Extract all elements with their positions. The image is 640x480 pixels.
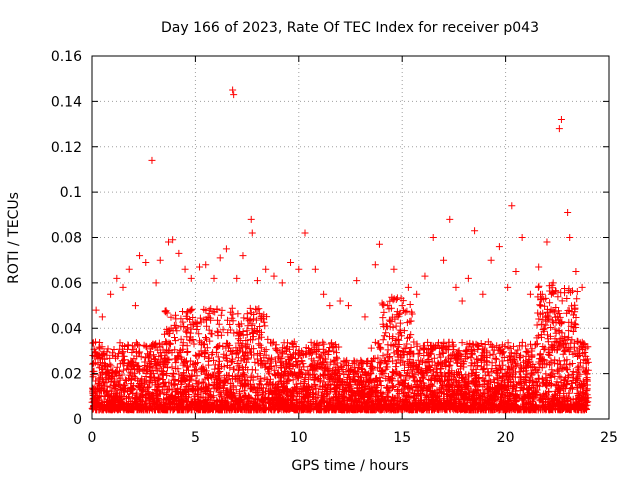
data-point xyxy=(361,313,369,321)
data-point xyxy=(549,279,557,287)
data-point xyxy=(248,229,256,237)
data-point xyxy=(125,265,133,273)
data-point xyxy=(464,274,472,282)
data-point xyxy=(495,243,503,251)
y-tick-label: 0.08 xyxy=(51,231,82,247)
data-point xyxy=(557,116,565,124)
data-point xyxy=(216,254,224,262)
data-point xyxy=(196,263,204,271)
data-point xyxy=(142,258,150,266)
data-point xyxy=(230,91,238,99)
data-point xyxy=(320,290,328,298)
x-tick-label: 5 xyxy=(191,430,200,446)
data-point xyxy=(295,265,303,273)
y-tick-label: 0.04 xyxy=(51,321,82,337)
data-point xyxy=(404,283,412,291)
x-tick-label: 0 xyxy=(88,430,97,446)
data-point xyxy=(384,302,392,310)
data-point xyxy=(169,236,177,244)
axis-ticks: 0 5 10 15 20 25 0 0.02 0.04 0.06 0.08 0.1 0.12 0.14 0.… xyxy=(51,49,618,446)
x-tick-label: 25 xyxy=(600,430,618,446)
data-point xyxy=(229,86,237,94)
grid xyxy=(92,56,609,419)
x-tick-label: 10 xyxy=(290,430,308,446)
y-tick-label: 0.16 xyxy=(51,49,82,65)
data-point xyxy=(152,279,160,287)
data-point xyxy=(239,252,247,260)
y-axis-label: ROTI / TECUs xyxy=(6,192,22,284)
data-point xyxy=(131,302,139,310)
data-point xyxy=(518,234,526,241)
data-point xyxy=(421,272,429,280)
data-point xyxy=(181,265,189,273)
data-point xyxy=(353,277,361,285)
data-point xyxy=(113,274,121,282)
data-point xyxy=(253,277,261,285)
y-tick-label: 0.02 xyxy=(51,367,82,383)
data-point xyxy=(136,252,144,260)
data-point xyxy=(247,215,255,223)
data-point xyxy=(92,306,100,314)
data-point xyxy=(311,265,319,273)
data-point xyxy=(270,272,278,280)
y-tick-label: 0.14 xyxy=(51,94,82,110)
data-point xyxy=(452,283,460,291)
y-tick-label: 0 xyxy=(73,412,82,428)
data-point xyxy=(175,249,183,257)
data-point xyxy=(564,209,572,217)
data-point xyxy=(278,279,286,287)
data-point xyxy=(390,265,398,273)
data-point xyxy=(210,274,218,282)
y-tick-label: 0.12 xyxy=(51,140,82,156)
data-point xyxy=(429,234,437,241)
data-point xyxy=(326,302,334,310)
chart-title: Day 166 of 2023, Rate Of TEC Index for r… xyxy=(161,20,539,36)
data-point xyxy=(535,263,543,271)
data-point xyxy=(187,274,195,282)
data-point-cloud xyxy=(88,281,592,414)
data-point xyxy=(202,261,210,269)
data-point xyxy=(156,256,164,264)
data-point xyxy=(287,258,295,266)
data-point xyxy=(398,302,406,310)
data-point xyxy=(119,283,127,291)
data-point xyxy=(566,234,574,241)
data-point xyxy=(555,125,563,133)
data-point xyxy=(98,313,106,321)
data-point xyxy=(371,261,379,269)
data-point xyxy=(504,283,512,291)
y-tick-label: 0.06 xyxy=(51,276,82,292)
data-point xyxy=(572,268,580,276)
x-tick-label: 20 xyxy=(497,430,515,446)
data-point xyxy=(222,245,230,253)
data-point xyxy=(471,227,479,235)
data-point xyxy=(446,215,454,223)
data-point xyxy=(440,256,448,264)
data-point xyxy=(165,238,173,246)
data-point xyxy=(512,268,520,276)
y-tick-label: 0.1 xyxy=(60,185,82,201)
data-point xyxy=(233,274,241,282)
data-point xyxy=(336,297,344,305)
data-point xyxy=(578,283,586,291)
data-point xyxy=(148,156,156,164)
data-point xyxy=(413,290,421,298)
data-point xyxy=(375,240,383,248)
data-point xyxy=(526,290,534,298)
data-point xyxy=(508,202,516,210)
data-point xyxy=(262,265,270,273)
x-tick-label: 15 xyxy=(393,430,411,446)
data-point xyxy=(543,238,551,246)
data-point xyxy=(301,229,309,237)
data-point xyxy=(344,302,352,310)
data-point xyxy=(107,290,115,298)
data-points xyxy=(92,86,586,321)
data-point xyxy=(458,297,466,305)
data-point xyxy=(479,290,487,298)
x-axis-label: GPS time / hours xyxy=(291,458,408,474)
data-point xyxy=(487,256,495,264)
dense-point-cloud xyxy=(88,281,592,414)
